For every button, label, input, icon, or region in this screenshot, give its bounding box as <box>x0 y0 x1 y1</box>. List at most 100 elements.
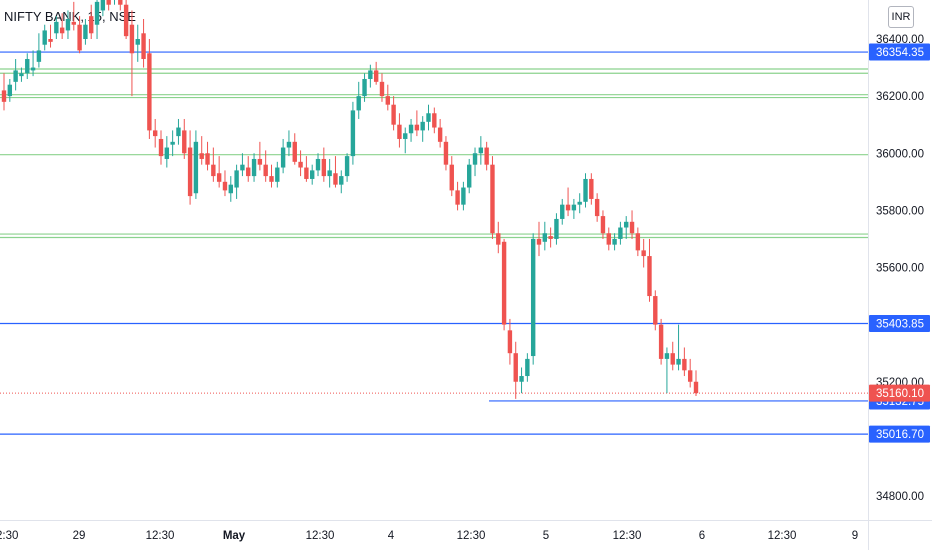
candle-45 <box>263 150 268 182</box>
candle-101 <box>589 173 594 205</box>
candle-87 <box>507 318 513 365</box>
svg-text:35160.10: 35160.10 <box>876 388 924 400</box>
candle-108 <box>629 210 635 239</box>
candle-4 <box>25 53 30 79</box>
candle-body <box>484 147 489 165</box>
candle-51 <box>298 150 303 177</box>
candle-body <box>292 141 297 162</box>
candle-body <box>147 53 152 131</box>
candle-body <box>490 164 495 234</box>
candle-113 <box>658 318 664 365</box>
candle-97 <box>565 187 571 217</box>
candle-43 <box>251 153 257 182</box>
y-tick-label: 35600.00 <box>876 263 924 275</box>
candle-69 <box>403 127 408 154</box>
candle-89 <box>519 367 524 394</box>
candle-72 <box>420 116 425 142</box>
candle-13 <box>77 16 82 54</box>
candle-25 <box>147 39 152 139</box>
candle-106 <box>618 221 623 245</box>
candle-37 <box>216 156 222 188</box>
candles <box>1 0 699 399</box>
candle-body <box>240 164 245 171</box>
candle-48 <box>280 138 286 174</box>
candle-46 <box>269 164 274 188</box>
x-tick-label: 12:30 <box>306 530 335 542</box>
candle-118 <box>687 358 693 388</box>
candle-body <box>199 153 204 159</box>
candle-body <box>65 19 71 31</box>
y-tick-label: 35800.00 <box>876 205 924 217</box>
candle-body <box>106 0 111 5</box>
candle-body <box>71 21 76 25</box>
candle-body <box>653 296 658 325</box>
candle-body <box>89 16 94 34</box>
candle-102 <box>594 193 600 222</box>
candle-body <box>443 141 449 165</box>
currency-button[interactable]: INR <box>888 6 914 28</box>
candle-body <box>286 141 292 148</box>
x-tick-label: May <box>223 530 246 542</box>
candle-112 <box>653 290 658 331</box>
candle-3 <box>19 67 24 82</box>
level-price-tag-1: 35403.85 <box>869 315 930 333</box>
candle-body <box>682 358 687 371</box>
candle-body <box>100 0 106 11</box>
candle-body <box>356 96 361 111</box>
candle-110 <box>641 238 646 268</box>
candle-18 <box>106 0 111 11</box>
candle-56 <box>327 158 332 188</box>
candle-body <box>501 241 507 325</box>
candle-body <box>222 181 228 191</box>
candle-2 <box>13 58 18 91</box>
candle-93 <box>542 221 548 251</box>
candle-body <box>507 330 513 354</box>
candle-body <box>315 158 321 171</box>
candle-body <box>269 176 274 182</box>
candle-90 <box>525 353 530 382</box>
candle-28 <box>164 136 170 168</box>
candle-21 <box>123 0 129 39</box>
candle-96 <box>560 198 565 225</box>
candle-body <box>565 204 571 211</box>
candle-body <box>536 238 542 245</box>
candle-77 <box>449 156 454 197</box>
candle-92 <box>536 221 542 257</box>
candle-24 <box>141 19 146 68</box>
candle-body <box>263 164 268 177</box>
candle-74 <box>432 107 437 134</box>
candle-body <box>350 110 356 157</box>
candle-8 <box>48 24 53 48</box>
candle-23 <box>135 24 140 62</box>
candle-40 <box>234 164 239 199</box>
x-tick-label: 5 <box>543 530 549 542</box>
candle-body <box>275 167 280 182</box>
candle-body <box>449 164 454 191</box>
candle-body <box>158 138 164 157</box>
candle-body <box>327 170 332 177</box>
candle-body <box>77 24 82 51</box>
candle-116 <box>676 324 681 371</box>
candle-82 <box>478 136 484 165</box>
candle-12 <box>71 1 76 31</box>
candle-80 <box>467 158 472 194</box>
candle-body <box>42 30 47 45</box>
candle-body <box>455 190 460 205</box>
candle-10 <box>59 13 65 39</box>
candle-15 <box>89 4 94 39</box>
candle-body <box>339 176 344 185</box>
candle-body <box>600 216 606 234</box>
candle-body <box>48 39 53 42</box>
candle-67 <box>391 96 396 131</box>
candle-body <box>664 353 670 359</box>
candle-91 <box>530 233 536 365</box>
candle-11 <box>65 10 71 39</box>
candle-body <box>246 167 251 177</box>
candle-63 <box>368 64 373 88</box>
candle-49 <box>286 130 292 157</box>
candle-109 <box>635 227 641 257</box>
candle-88 <box>513 341 518 399</box>
candle-body <box>228 184 233 194</box>
